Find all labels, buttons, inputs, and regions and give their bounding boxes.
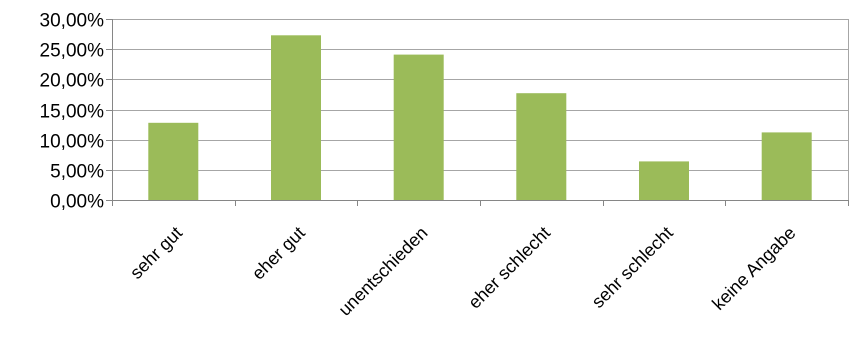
y-tick-label: 20,00%	[40, 71, 105, 92]
gridlines	[112, 19, 849, 200]
y-tick-label: 10,00%	[40, 132, 105, 153]
x-tick-label: eher schlecht	[464, 223, 554, 313]
bar	[271, 35, 321, 200]
bar	[761, 132, 812, 200]
y-tick-label: 25,00%	[40, 41, 105, 62]
bars	[148, 35, 812, 200]
x-tick-labels: sehr gut eher gut unentschieden eher schlec…	[126, 223, 799, 320]
x-tick-label: sehr schlecht	[588, 223, 677, 312]
y-tick-label: 15,00%	[40, 102, 105, 123]
bar	[639, 161, 689, 200]
axes	[106, 19, 849, 206]
x-tick-label: sehr gut	[126, 223, 186, 283]
y-tick-label: 30,00%	[40, 11, 105, 32]
x-tick-label: unentschieden	[335, 223, 432, 320]
y-tick-label: 0,00%	[50, 192, 104, 213]
y-tick-label: 5,00%	[50, 162, 104, 183]
y-tick-labels: 0,00% 5,00% 10,00% 15,00% 20,00% 25,00% 30,00%	[40, 11, 105, 213]
x-tick-label: eher gut	[248, 223, 309, 284]
bar	[148, 122, 199, 200]
bar	[516, 93, 567, 200]
x-tick-label: keine Angabe	[708, 223, 799, 314]
bar	[393, 54, 444, 200]
